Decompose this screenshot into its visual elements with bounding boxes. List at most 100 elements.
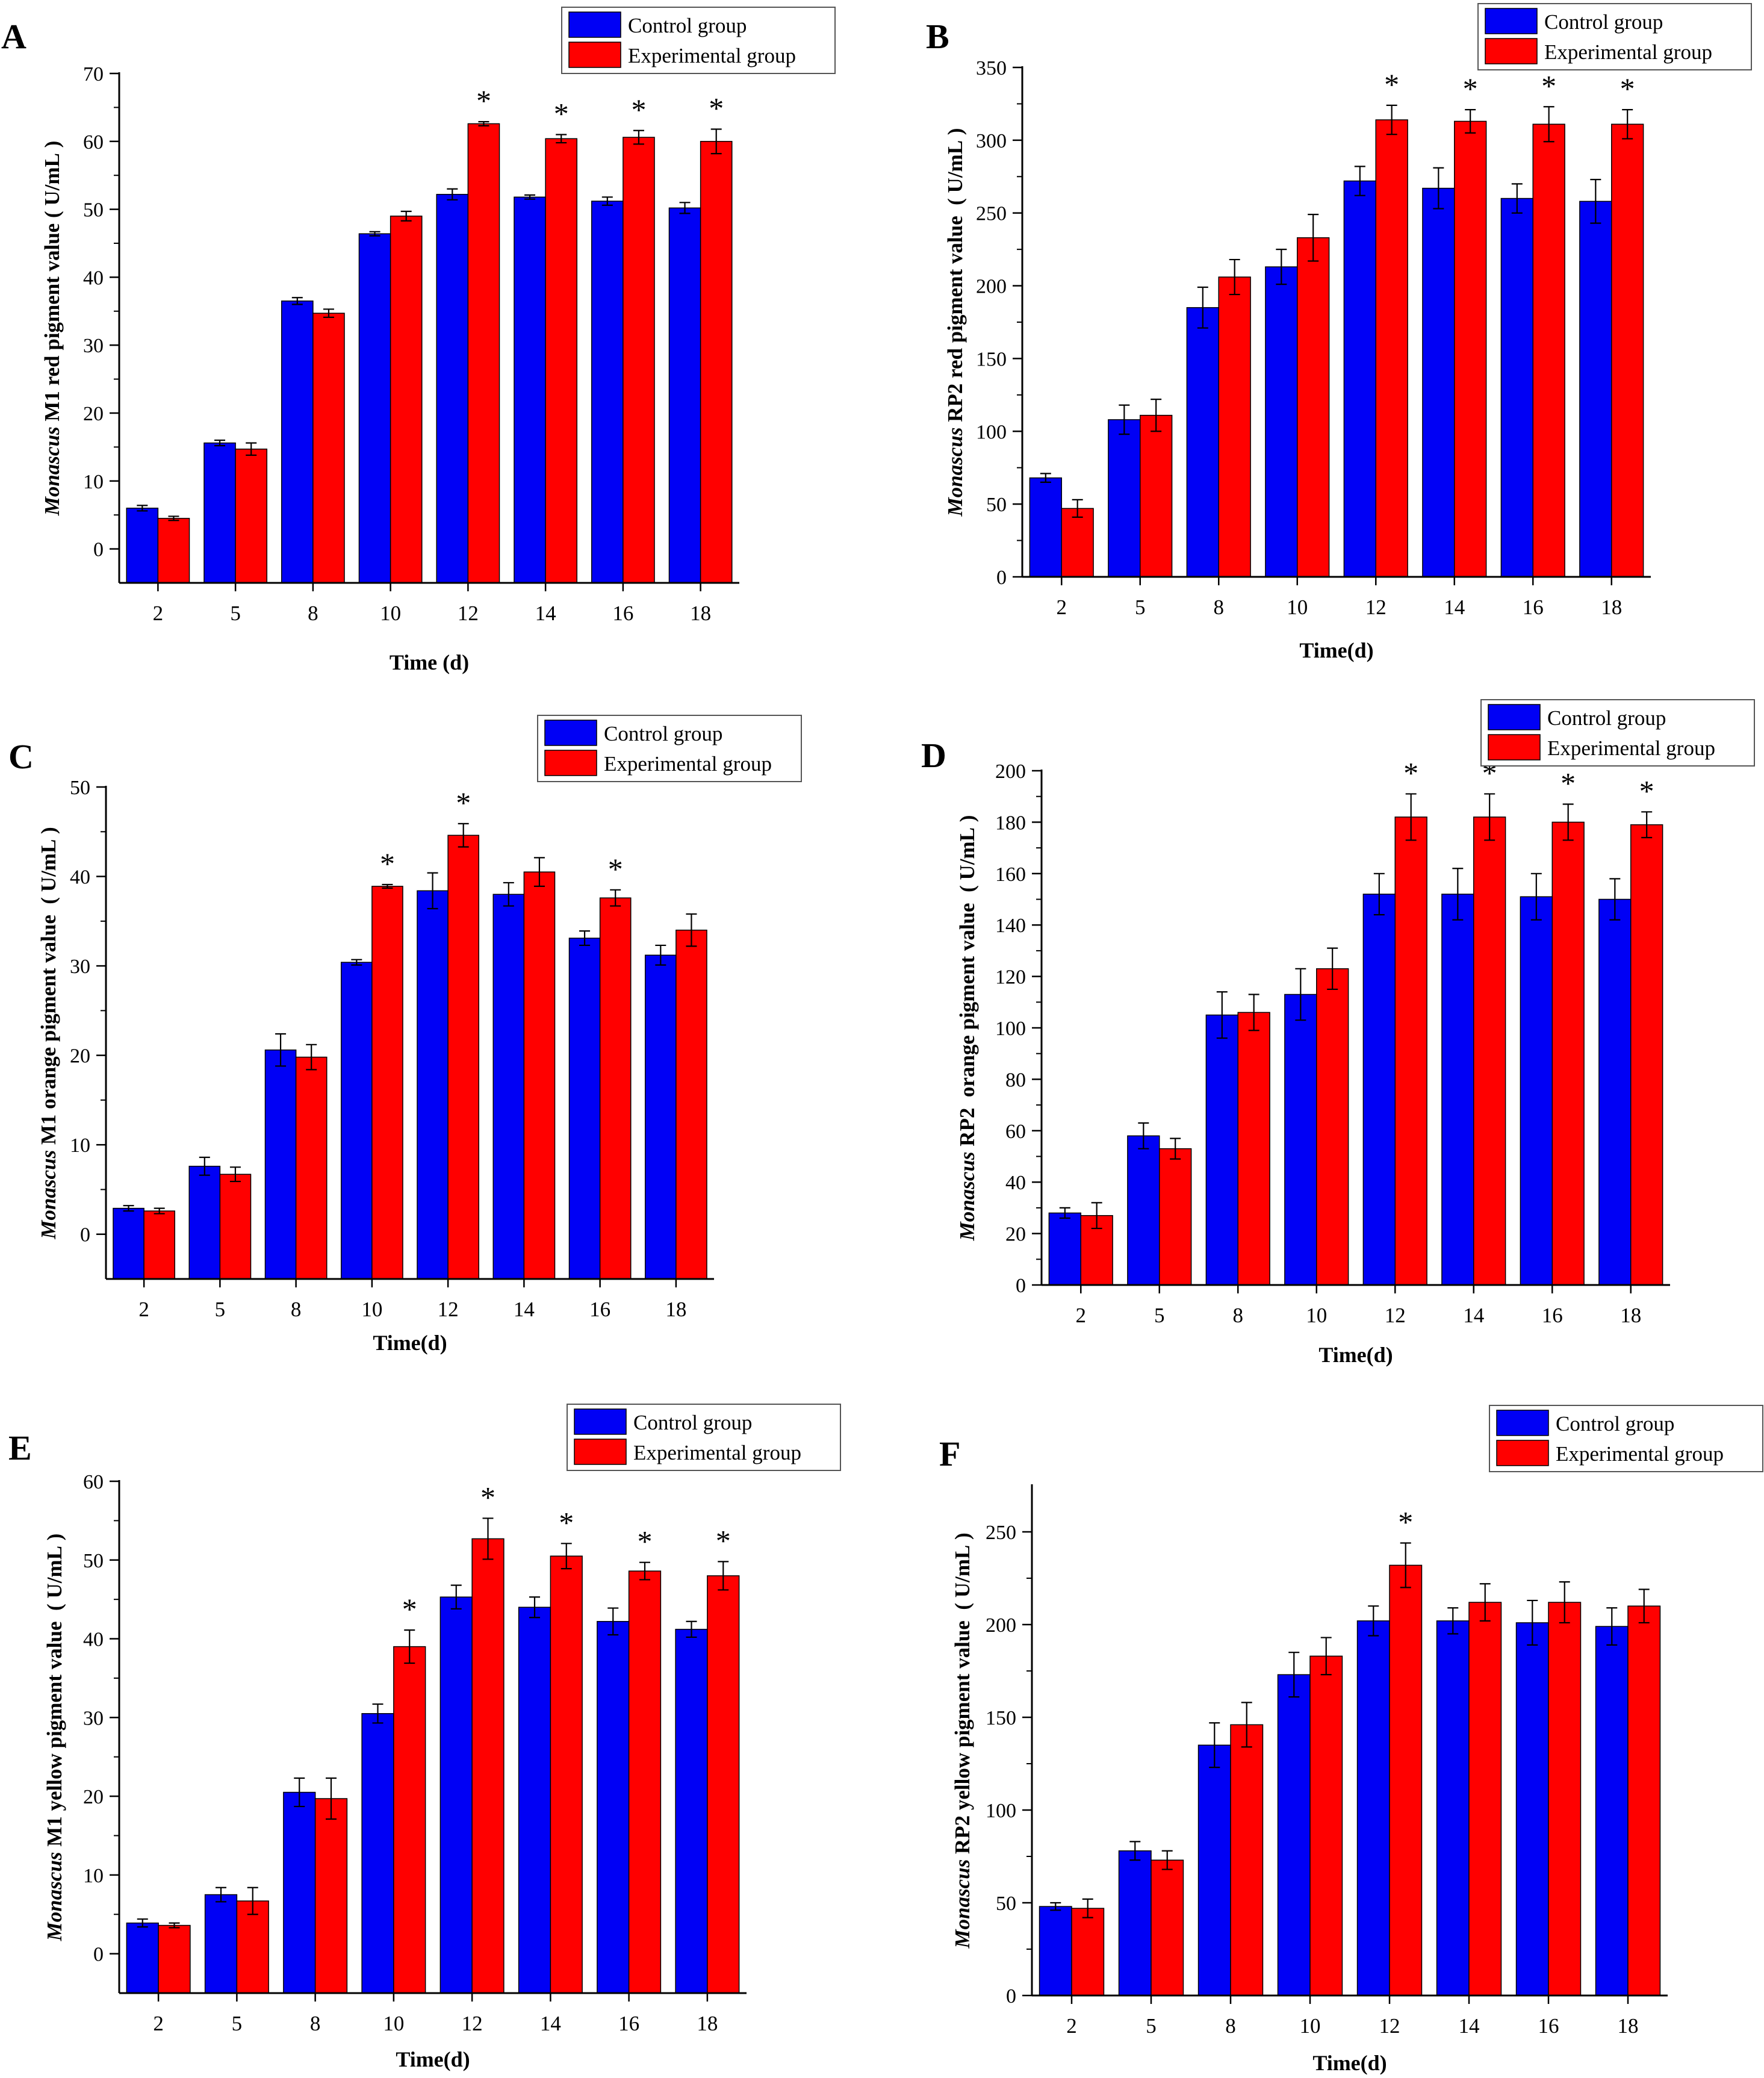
y-tick-label: 40 (83, 267, 104, 289)
y-tick-label: 60 (83, 131, 104, 154)
error-bar (1197, 286, 1208, 329)
x-tick-label: 2 (1076, 1304, 1087, 1327)
x-tick-label: 14 (1459, 2014, 1480, 2038)
error-bar (404, 1629, 415, 1664)
x-axis-title: Time(d) (373, 1331, 447, 1355)
experimental-bar (599, 897, 632, 1280)
error-bar (1638, 1588, 1650, 1624)
x-tick-label: 18 (1620, 1304, 1641, 1327)
significance-mark: * (1403, 756, 1418, 789)
y-tick-label: 150 (976, 348, 1007, 370)
experimental-bar (1394, 817, 1427, 1286)
x-tick-label: 18 (1601, 596, 1622, 619)
significance-mark: * (709, 91, 724, 125)
error-bar (306, 1044, 317, 1071)
error-bar (427, 872, 438, 910)
y-axis-title: Monascus M1 red pigment value ( U/mL ) (40, 141, 64, 517)
error-bar (1072, 499, 1083, 518)
error-bar (168, 515, 179, 521)
experimental-bar (314, 1798, 348, 1994)
significance-mark: * (638, 1525, 653, 1558)
error-bar (1373, 873, 1385, 916)
legend: Control group Experimental group (1477, 3, 1752, 70)
error-bar (450, 1584, 462, 1610)
control-bar (281, 300, 314, 583)
x-tick-label: 2 (1057, 596, 1067, 619)
x-tick-label: 8 (291, 1298, 302, 1321)
experimental-bar (390, 216, 423, 583)
panel-letter: B (926, 17, 949, 56)
panel-c: C 2 5 8 10 * 12 * 14 16 * 18 0 10 20 30 40 50 Time(d) Monas… (8, 715, 802, 1355)
error-bar (529, 1596, 540, 1619)
error-bar (710, 128, 722, 155)
panel-d: D2 5 8 10 12*14*16*18*0204060801001201401601… (921, 699, 1755, 1367)
panel-letter: A (1, 17, 26, 56)
control-bar (1343, 180, 1376, 577)
error-bar (1138, 1122, 1149, 1149)
x-tick-label: 5 (1154, 1304, 1165, 1327)
legend-swatch (574, 1408, 627, 1435)
x-tick-label: 8 (1233, 1304, 1244, 1327)
control-bar (514, 196, 546, 583)
experimental-bar (550, 1555, 583, 1994)
significance-mark: * (1541, 69, 1556, 102)
error-bar (154, 1207, 165, 1215)
significance-mark: * (1384, 67, 1399, 101)
experimental-bar (1159, 1148, 1192, 1286)
control-bar (203, 442, 236, 583)
y-tick-label: 140 (995, 915, 1026, 937)
error-bar (1129, 1841, 1141, 1861)
x-axis-title: Time(d) (396, 2047, 470, 2071)
control-bar (1127, 1135, 1160, 1286)
error-bar (718, 1561, 729, 1591)
experimental-bar (1473, 817, 1506, 1286)
error-bar (1511, 183, 1523, 214)
x-tick-label: 18 (665, 1298, 686, 1321)
legend-label: Control group (1556, 1412, 1674, 1436)
experimental-bar (1140, 414, 1173, 577)
legend: Control group Experimental group (1480, 699, 1755, 767)
significance-mark: * (456, 786, 471, 820)
experimental-bar (467, 123, 500, 583)
error-bar (686, 913, 697, 947)
error-bar (1530, 873, 1542, 921)
error-bar (369, 231, 380, 237)
error-bar (1119, 404, 1130, 435)
significance-mark: * (608, 852, 623, 886)
panel-f: F 2 5 8 10 12 * 14 16 18 0 50 100 150 200 250 Time(d) Mon… (939, 1405, 1763, 2075)
experimental-bar (157, 518, 190, 583)
control-bar (644, 954, 677, 1280)
significance-mark: * (716, 1523, 731, 1557)
y-tick-label: 250 (976, 203, 1007, 225)
x-tick-label: 10 (383, 2012, 404, 2035)
y-tick-label: 50 (70, 777, 90, 799)
y-tick-label: 10 (83, 471, 104, 493)
control-bar (1362, 894, 1396, 1286)
error-bar (1082, 1898, 1093, 1918)
error-bar (1386, 104, 1397, 135)
experimental-bar (1627, 1605, 1661, 1996)
x-tick-label: 18 (1618, 2014, 1639, 2038)
y-axis-title-measure: M1 yellow pigment value ( U/mL ) (43, 1534, 66, 1852)
error-bar (556, 134, 567, 144)
experimental-bar (623, 137, 655, 583)
error-bar (1308, 214, 1319, 262)
error-bar (524, 194, 536, 200)
x-tick-label: 10 (1287, 596, 1308, 619)
error-bar (1590, 179, 1601, 224)
legend-swatch (574, 1439, 627, 1465)
control-bar (436, 194, 469, 583)
legend-label: Control group (628, 14, 747, 37)
error-bar (1209, 1722, 1220, 1768)
error-bar (1368, 1605, 1379, 1637)
legend-label: Control group (604, 722, 722, 745)
y-tick-label: 100 (986, 1800, 1016, 1822)
x-tick-label: 8 (308, 602, 318, 625)
x-tick-label: 10 (1300, 2014, 1321, 2038)
y-tick-label: 20 (1005, 1224, 1026, 1246)
experimental-bar (545, 138, 578, 583)
legend-swatch (568, 11, 621, 38)
experimental-bar (312, 313, 345, 583)
x-tick-label: 16 (589, 1298, 610, 1321)
control-bar (1118, 1850, 1152, 1996)
